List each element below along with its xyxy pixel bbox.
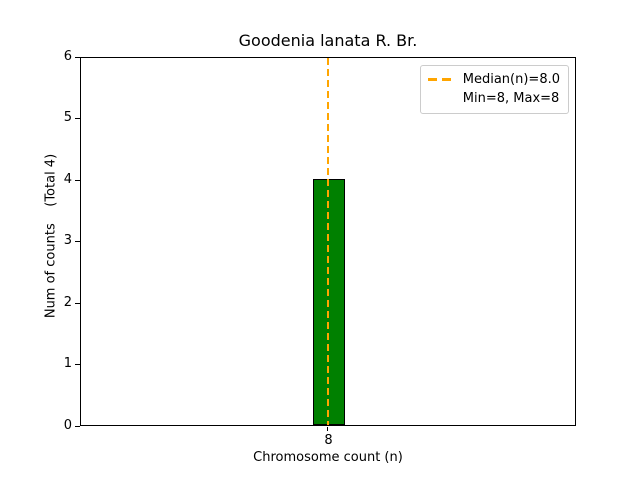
x-axis-label: Chromosome count (n) bbox=[253, 450, 403, 465]
y-tick-mark-2 bbox=[75, 303, 80, 304]
y-tick-label-1: 1 bbox=[63, 356, 72, 371]
chart-title: Goodenia lanata R. Br. bbox=[238, 31, 418, 50]
x-tick-label-8: 8 bbox=[324, 433, 333, 448]
legend-label-minmax: Min=8, Max=8 bbox=[462, 91, 560, 106]
y-tick-label-6: 6 bbox=[63, 49, 72, 64]
median-line bbox=[327, 58, 329, 425]
histogram-bar bbox=[313, 179, 345, 425]
legend-row-minmax: Min=8, Max=8 bbox=[428, 89, 560, 108]
legend-handle-spacer bbox=[428, 97, 455, 100]
y-tick-label-3: 3 bbox=[63, 233, 72, 248]
y-tick-mark-4 bbox=[75, 180, 80, 181]
plot-area: Median(n)=8.0 Min=8, Max=8 bbox=[80, 57, 576, 426]
y-axis-label: Num of counts (Total 4) bbox=[43, 153, 59, 319]
y-tick-mark-3 bbox=[75, 241, 80, 242]
y-tick-mark-6 bbox=[75, 57, 80, 58]
y-tick-label-5: 5 bbox=[63, 110, 72, 125]
x-tick-mark-8 bbox=[327, 427, 328, 431]
legend: Median(n)=8.0 Min=8, Max=8 bbox=[419, 65, 569, 114]
y-tick-mark-0 bbox=[75, 426, 80, 427]
y-tick-label-2: 2 bbox=[63, 295, 72, 310]
median-dash-icon bbox=[427, 78, 455, 81]
legend-row-median: Median(n)=8.0 bbox=[427, 70, 560, 89]
y-tick-label-0: 0 bbox=[63, 418, 72, 433]
legend-label-median: Median(n)=8.0 bbox=[462, 72, 560, 87]
y-tick-mark-1 bbox=[75, 364, 80, 365]
y-tick-mark-5 bbox=[75, 118, 80, 119]
y-tick-label-4: 4 bbox=[63, 172, 72, 187]
